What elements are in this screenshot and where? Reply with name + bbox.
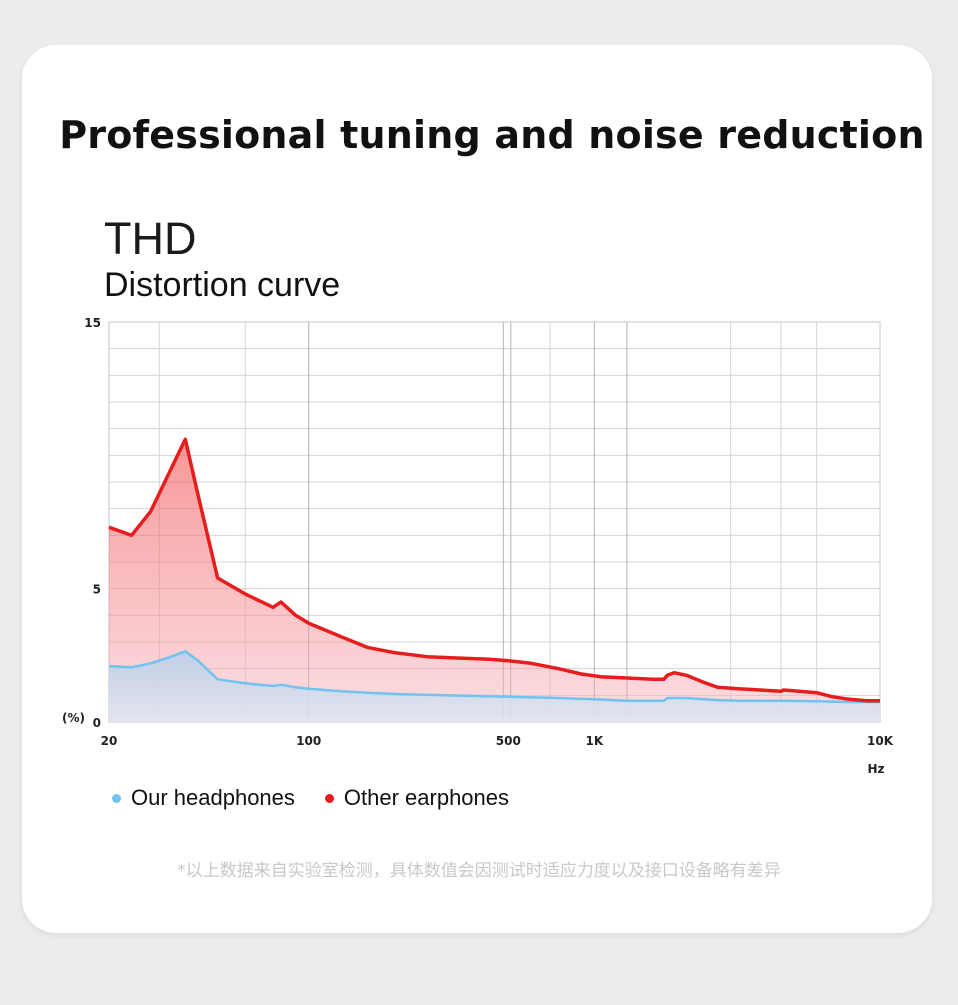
x-tick-label: 100 xyxy=(296,734,321,748)
y-tick-label: 15 xyxy=(84,316,101,330)
legend-label-our: Our headphones xyxy=(131,785,295,810)
y-tick-label: 5 xyxy=(93,583,101,597)
legend-label-other: Other earphones xyxy=(343,785,510,810)
chart-title: THD xyxy=(104,213,197,264)
legend-dot-our xyxy=(112,793,121,803)
page-headline: Professional tuning and noise reduction xyxy=(59,113,925,157)
x-tick-label: 20 xyxy=(101,734,118,748)
y-tick-label: 0 xyxy=(93,716,101,730)
our-headphones-line xyxy=(108,650,880,704)
legend-item-other: Other earphones xyxy=(324,785,510,811)
y-axis-unit-label: (%) xyxy=(62,711,85,725)
legend-dot-other xyxy=(324,793,334,803)
other-earphones-line xyxy=(108,437,880,703)
other-earphones-area xyxy=(109,439,880,722)
x-tick-label: 500 xyxy=(496,734,521,748)
our-headphones-area xyxy=(109,651,880,722)
footnote: *以上数据来自实验室检测，具体数值会因测试时适应力度以及接口设备略有差异 xyxy=(177,861,781,881)
chart-subtitle: Distortion curve xyxy=(104,266,341,304)
x-axis-unit-label: Hz xyxy=(867,762,884,776)
x-tick-label: 10K xyxy=(867,734,894,748)
chart-axis-labels: (%) Hz 0 5 15 20 100 500 1K 10K xyxy=(62,316,894,776)
legend-item-our: Our headphones xyxy=(112,785,295,811)
chart-lines xyxy=(108,437,880,704)
chart-legend: Our headphones Other earphones xyxy=(112,785,539,811)
chart-areas xyxy=(109,439,880,722)
x-tick-label: 1K xyxy=(586,734,604,748)
